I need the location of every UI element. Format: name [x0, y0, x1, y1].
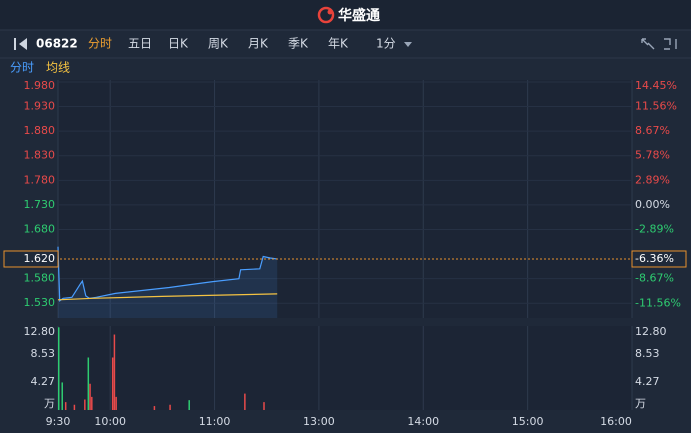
- y-tick-label: 万: [44, 397, 55, 410]
- y2-tick-label: -11.56%: [635, 296, 681, 309]
- y2-tick-label: 0.00%: [635, 198, 670, 211]
- volume-bar: [244, 393, 246, 410]
- y2-tick-label: 11.56%: [635, 100, 677, 113]
- tab[interactable]: 日K: [168, 37, 189, 51]
- tab[interactable]: 周K: [208, 37, 229, 51]
- volume-bar: [113, 334, 116, 410]
- y2-tick-label: -2.89%: [635, 223, 674, 236]
- volume-bar: [89, 383, 91, 410]
- volume-bar: [61, 382, 63, 410]
- tab[interactable]: 季K: [288, 37, 309, 51]
- y2-tick-label: 8.53: [635, 347, 660, 360]
- collapse-icon[interactable]: [14, 38, 27, 50]
- tab[interactable]: 月K: [248, 37, 269, 51]
- price-panel: [58, 80, 632, 318]
- y2-tick-label: 12.80: [635, 325, 667, 338]
- legend: 分时 均线: [10, 61, 70, 75]
- interval-select[interactable]: 1分: [376, 37, 396, 51]
- y-tick-label: 1.930: [24, 100, 56, 113]
- y2-tick-label: 14.45%: [635, 79, 677, 92]
- volume-bar: [64, 402, 67, 410]
- tab[interactable]: 年K: [328, 37, 349, 51]
- y-tick-label: 1.680: [24, 222, 56, 235]
- y-tick-label: 1.780: [24, 173, 56, 186]
- volume-bar: [91, 396, 93, 410]
- y-tick-label: 1.730: [24, 198, 56, 211]
- y2-tick-label: 8.67%: [635, 124, 670, 137]
- x-tick-label: 14:00: [407, 415, 439, 428]
- volume-bar: [84, 399, 86, 410]
- y-tick-label: 8.53: [31, 347, 56, 360]
- y-tick-label: 1.880: [24, 124, 56, 137]
- x-tick-label: 9:30: [46, 415, 71, 428]
- y2-tick-label: 4.27: [635, 375, 660, 388]
- volume-bar: [58, 327, 60, 410]
- volume-bar: [87, 357, 90, 410]
- x-tick-label: 10:00: [94, 415, 126, 428]
- volume-bar: [153, 406, 156, 410]
- volume-bar: [115, 396, 117, 410]
- tab[interactable]: 分时: [88, 37, 112, 51]
- average-line: [57, 293, 278, 301]
- y2-tick-label: 2.89%: [635, 173, 670, 186]
- y-tick-label: 1.530: [24, 296, 56, 309]
- volume-bar: [73, 404, 76, 410]
- price-line: [57, 246, 278, 302]
- tab-bar: 分时 五日 日K 周K 月K 季K 年K: [88, 37, 349, 51]
- header-bar: [0, 0, 691, 30]
- y-tick-label: 12.80: [24, 325, 56, 338]
- stock-code: 06822: [36, 37, 78, 51]
- x-tick-label: 13:00: [303, 415, 335, 428]
- legend-entry: 均线: [46, 61, 70, 75]
- y-tick-label: 4.27: [31, 375, 56, 388]
- volume-bar: [188, 400, 190, 410]
- x-tick-label: 15:00: [512, 415, 544, 428]
- logo-text: 华盛通: [338, 7, 380, 24]
- volume-bar: [169, 404, 171, 410]
- volume-panel: [58, 326, 632, 410]
- y2-tick-label: 万: [635, 397, 646, 410]
- last-change-box: [631, 250, 687, 268]
- x-tick-label: 16:00: [600, 415, 632, 428]
- expand-icons[interactable]: [641, 38, 677, 50]
- y-tick-label: 1.830: [24, 149, 56, 162]
- dropdown-arrow[interactable]: [404, 42, 412, 47]
- y2-tick-label: -8.67%: [635, 272, 674, 285]
- volume-bar: [263, 402, 265, 410]
- last-price-box: [3, 250, 59, 268]
- legend-entry: 分时: [10, 61, 34, 75]
- price-area: [58, 246, 278, 318]
- last-price-label: 1.620: [24, 252, 56, 265]
- y-tick-label: 1.580: [24, 272, 56, 285]
- volume-bar: [111, 357, 114, 410]
- y-tick-label: 1.980: [24, 79, 56, 92]
- last-change-label: -6.36%: [635, 252, 674, 265]
- logo-icon: [317, 6, 335, 24]
- tab[interactable]: 五日: [128, 37, 152, 51]
- y2-tick-label: 5.78%: [635, 149, 670, 162]
- x-tick-label: 11:00: [199, 415, 231, 428]
